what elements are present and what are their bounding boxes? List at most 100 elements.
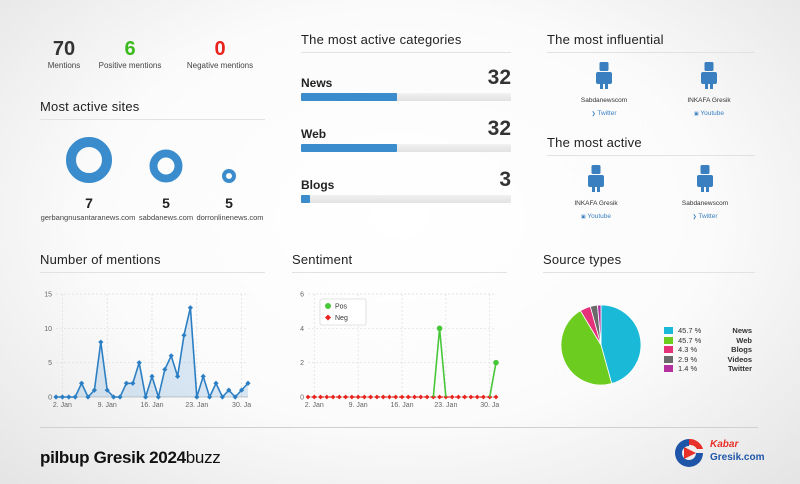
mentions-count: 70 <box>52 38 76 60</box>
site-donut-1[interactable] <box>66 137 112 183</box>
category-web[interactable]: Web 32 <box>301 117 511 152</box>
category-count: 3 <box>499 168 511 191</box>
sites-heading: Most active sites <box>40 99 140 114</box>
neg-point <box>311 394 317 400</box>
x-tick-label: 16. Jan <box>391 402 414 409</box>
person-source-link[interactable]: ❯ Twitter <box>564 110 644 117</box>
neg-point <box>387 394 392 400</box>
neg-point <box>468 394 474 400</box>
source-legend: 45.7 % News 45.7 % Web 4.3 % Blogs 2.9 % Videos… <box>664 326 752 374</box>
category-name: Web <box>301 127 327 141</box>
legend-item-twitter[interactable]: 1.4 % Twitter <box>664 364 752 374</box>
site-count-3: 5 <box>225 195 233 211</box>
source-pie-chart[interactable] <box>558 302 644 388</box>
person-source-link[interactable]: ▣ Youtube <box>556 213 636 220</box>
neg-point <box>318 394 323 400</box>
mentions-point <box>245 380 251 386</box>
categories-heading: The most active categories <box>301 32 462 47</box>
youtube-icon: ▣ <box>693 111 699 117</box>
mentions-chart[interactable]: 0 5 10 15 2. Jan 9. Jan 16. Jan 23. Jan 30. Ja <box>30 280 255 412</box>
mentions-point <box>143 394 149 400</box>
neg-point <box>399 394 405 400</box>
kabar-gresik-logo: Kabar Gresik.com <box>672 436 772 472</box>
positive-label: Positive mentions <box>98 61 162 70</box>
logo-line1: Kabar <box>710 439 739 450</box>
neg-point <box>380 394 386 400</box>
legend-item-videos[interactable]: 2.9 % Videos <box>664 355 752 365</box>
neg-point <box>349 394 355 400</box>
legend-item-blogs[interactable]: 4.3 % Blogs <box>664 345 752 355</box>
category-bar-track <box>301 144 511 152</box>
mentions-point <box>187 305 193 311</box>
neg-point <box>324 394 330 400</box>
neg-point <box>362 394 367 400</box>
person-source-link[interactable]: ▣ Youtube <box>669 110 749 117</box>
mentions-point <box>207 394 213 400</box>
site-name-3[interactable]: dorronlinenews.com <box>196 213 264 222</box>
site-name-1[interactable]: gerbangnusantaranews.com <box>40 213 136 222</box>
x-tick-label: 23. Jan <box>434 402 457 409</box>
legend-swatch <box>664 355 673 363</box>
legend-neg-label: Neg <box>335 315 348 322</box>
legend-item-news[interactable]: 45.7 % News <box>664 326 752 336</box>
mentions-point <box>66 394 72 400</box>
legend-item-web[interactable]: 45.7 % Web <box>664 336 752 346</box>
legend-percent: 4.3 % <box>678 345 698 355</box>
positive-count: 6 <box>124 38 136 60</box>
y-tick-label: 6 <box>300 292 304 299</box>
x-tick-label: 30. Ja <box>480 402 499 409</box>
source-chart-divider <box>543 272 755 273</box>
legend-label: News <box>732 326 752 336</box>
category-news[interactable]: News 32 <box>301 66 511 101</box>
active-heading: The most active <box>547 135 642 150</box>
mentions-point <box>130 380 136 386</box>
site-donut-3[interactable] <box>222 169 236 183</box>
category-name: News <box>301 76 333 90</box>
brand-suffix: buzz <box>185 448 221 467</box>
site-donut-2[interactable] <box>149 149 183 183</box>
influential-person-2[interactable]: INKAFA Gresik ▣ Youtube <box>669 62 749 117</box>
brand-name: pilbup Gresik 2024 <box>40 448 186 467</box>
pos-point <box>436 325 443 332</box>
twitter-icon: ❯ <box>591 111 596 117</box>
neg-point <box>368 394 374 400</box>
sentiment-chart[interactable]: 0 2 4 6 2. Jan 9. Jan 16. Jan 23. Jan 30. Ja Pos N… <box>288 280 513 412</box>
neg-point <box>449 394 455 400</box>
mentions-point <box>123 380 129 386</box>
positive-stat: 6 Positive mentions <box>95 38 165 70</box>
person-source: Youtube <box>700 110 725 117</box>
active-person-2[interactable]: Sabdanewscom ❯ Twitter <box>665 165 745 220</box>
legend-label: Web <box>736 335 752 345</box>
sites-donuts <box>66 137 236 183</box>
neg-point <box>336 394 342 400</box>
legend-box <box>319 298 367 326</box>
neg-point <box>462 394 468 400</box>
y-tick-label: 10 <box>44 326 52 333</box>
legend-label: Blogs <box>731 345 752 355</box>
source-chart-title: Source types <box>543 252 622 267</box>
mentions-point <box>72 394 78 400</box>
mentions-stat: 70 Mentions <box>38 38 90 70</box>
negative-label: Negative mentions <box>186 61 254 70</box>
logo-mark-icon <box>675 438 703 467</box>
site-name-2[interactable]: sabdanews.com <box>138 213 194 222</box>
logo-line2: Gresik.com <box>710 452 765 463</box>
mentions-point <box>53 394 59 400</box>
x-tick-label: 2. Jan <box>305 402 324 409</box>
neg-point <box>412 394 417 400</box>
neg-point <box>393 394 399 400</box>
person-source-link[interactable]: ❯ Twitter <box>665 213 745 220</box>
influential-person-1[interactable]: Sabdanewscom ❯ Twitter <box>564 62 644 117</box>
x-tick-label: 23. Jan <box>185 402 208 409</box>
active-person-1[interactable]: INKAFA Gresik ▣ Youtube <box>556 165 636 220</box>
neg-point <box>487 394 493 400</box>
category-bar-track <box>301 93 511 101</box>
legend-swatch <box>664 336 673 344</box>
mentions-point <box>85 394 91 400</box>
mentions-chart-title: Number of mentions <box>40 252 161 267</box>
neg-point <box>424 394 430 400</box>
legend-swatch <box>664 365 673 373</box>
mentions-point <box>232 394 238 400</box>
legend-percent: 45.7 % <box>678 335 702 345</box>
category-blogs[interactable]: Blogs 3 <box>301 168 511 203</box>
